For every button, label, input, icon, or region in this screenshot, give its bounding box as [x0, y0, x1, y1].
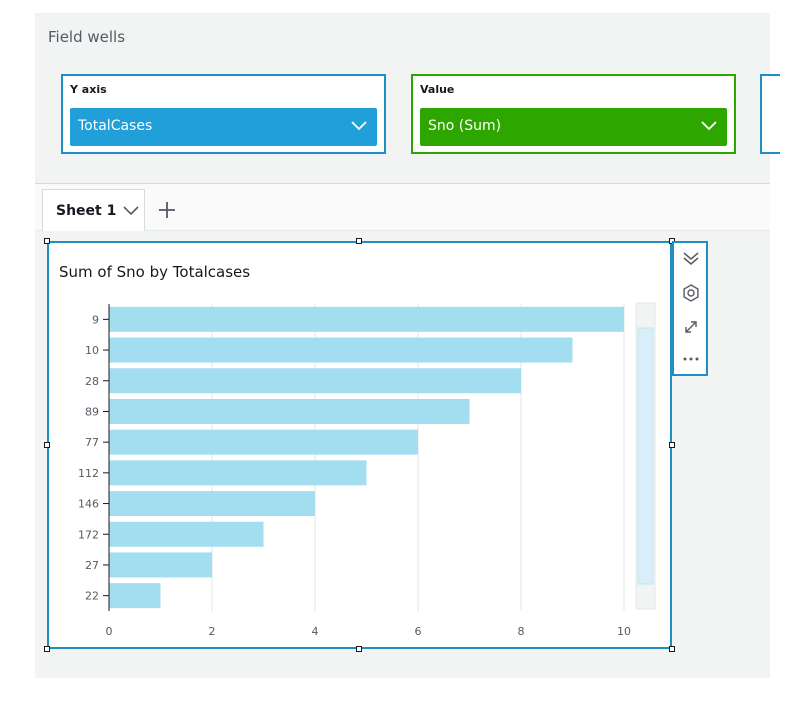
y-tick-label: 22	[85, 590, 99, 603]
y-tick-label: 77	[85, 436, 99, 449]
visual-toolbar	[672, 241, 708, 376]
bar[interactable]	[109, 306, 624, 332]
bar[interactable]	[109, 460, 367, 486]
resize-handle-bottom-right[interactable]	[669, 646, 675, 652]
value-well[interactable]: Value Sno (Sum)	[411, 74, 736, 154]
y-tick-label: 89	[85, 405, 99, 418]
y-axis-field-pill[interactable]: TotalCases	[70, 108, 377, 146]
field-wells-title: Field wells	[48, 28, 126, 46]
tab-sheet-1[interactable]: Sheet 1	[42, 189, 145, 231]
x-tick-label: 10	[617, 625, 631, 638]
sheet-tabs-bar	[35, 184, 770, 231]
chevron-down-icon[interactable]	[123, 206, 139, 216]
value-field-pill[interactable]: Sno (Sum)	[420, 108, 727, 146]
x-tick-label: 4	[312, 625, 319, 638]
scrollbar-thumb[interactable]	[637, 327, 654, 585]
y-tick-label: 112	[78, 467, 99, 480]
bar-chart: 9 10 28 89 77 112 146 172 27 22 0 2 4 6 8 10	[78, 302, 656, 638]
bar[interactable]	[109, 583, 161, 609]
resize-handle-bottom-left[interactable]	[44, 646, 50, 652]
bar[interactable]	[109, 552, 212, 578]
sheet-tab-label: Sheet 1	[56, 203, 117, 219]
y-tick-label: 9	[92, 313, 99, 326]
y-tick-label: 10	[85, 344, 99, 357]
y-tick-label: 146	[78, 498, 99, 511]
collapse-chevron-icon[interactable]	[681, 249, 701, 269]
y-tick-label: 172	[78, 528, 99, 541]
y-axis-well-label: Y axis	[70, 83, 107, 96]
chevron-down-icon[interactable]	[701, 121, 717, 131]
value-field-name: Sno (Sum)	[428, 118, 502, 134]
third-well-partial[interactable]	[760, 74, 780, 154]
x-tick-label: 8	[518, 625, 525, 638]
x-tick-label: 2	[209, 625, 216, 638]
bar[interactable]	[109, 368, 521, 394]
bar[interactable]	[109, 398, 470, 424]
bar[interactable]	[109, 337, 573, 363]
bar[interactable]	[109, 429, 418, 455]
y-axis-well[interactable]: Y axis TotalCases	[61, 74, 386, 154]
visual-title: Sum of Sno by Totalcases	[59, 263, 251, 281]
y-tick-label: 27	[85, 559, 99, 572]
resize-handle-left[interactable]	[44, 442, 50, 448]
expand-icon[interactable]	[681, 317, 701, 337]
x-tick-label: 6	[415, 625, 422, 638]
resize-handle-right[interactable]	[669, 442, 675, 448]
bar[interactable]	[109, 521, 264, 547]
chevron-down-icon[interactable]	[351, 121, 367, 131]
resize-handle-top-left[interactable]	[44, 238, 50, 244]
add-sheet-icon[interactable]	[156, 199, 178, 221]
y-axis-field-name: TotalCases	[78, 118, 153, 134]
resize-handle-bottom[interactable]	[356, 646, 362, 652]
resize-handle-top[interactable]	[356, 238, 362, 244]
more-options-icon[interactable]	[681, 349, 701, 369]
value-well-label: Value	[420, 83, 455, 96]
y-tick-label: 28	[85, 375, 99, 388]
bar[interactable]	[109, 491, 315, 517]
x-tick-label: 0	[106, 625, 113, 638]
gear-icon[interactable]	[681, 283, 701, 303]
